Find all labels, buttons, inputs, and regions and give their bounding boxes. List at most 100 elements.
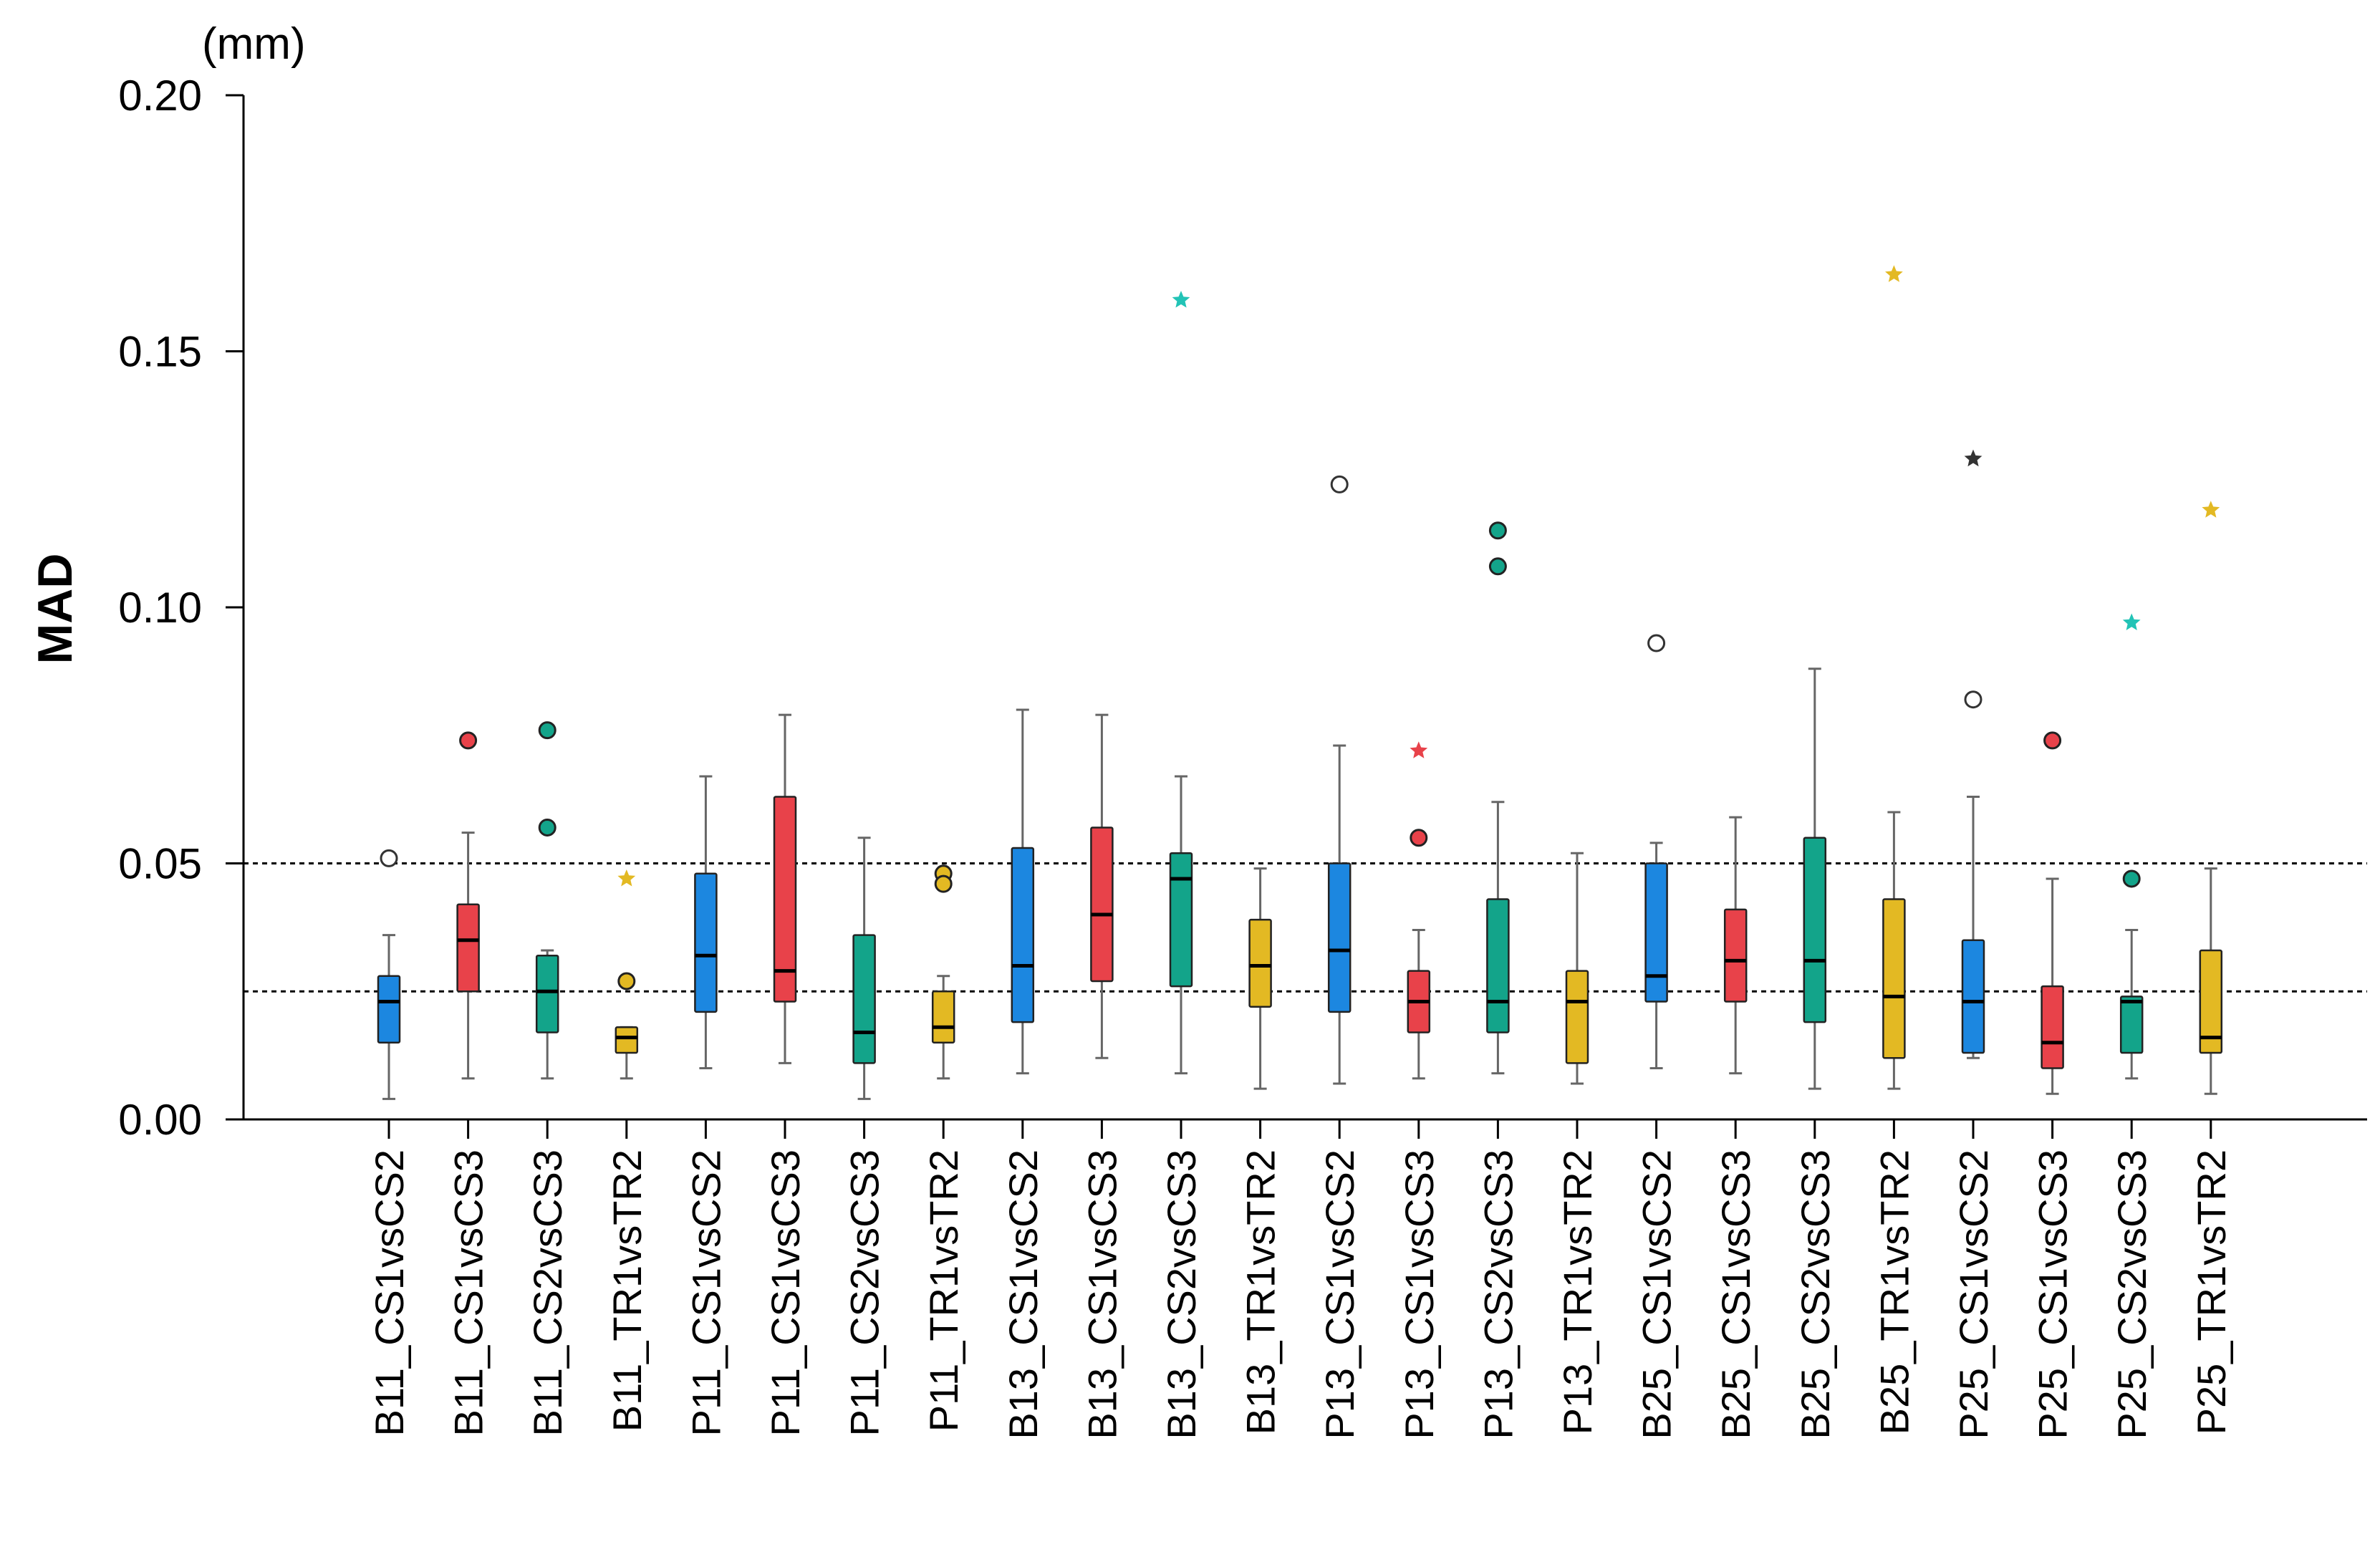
x-tick-label: B11_CS1vsCS3 bbox=[446, 1149, 491, 1437]
x-tick-label: P11_CS2vsCS3 bbox=[842, 1149, 887, 1437]
outlier-star bbox=[1172, 291, 1190, 308]
box-p25-cs1vscs3 bbox=[2041, 731, 2064, 1095]
box-p25-cs2vscs3 bbox=[2119, 613, 2144, 1080]
outlier-circle-filled bbox=[934, 874, 953, 893]
box-iqr bbox=[535, 954, 559, 1033]
x-tick-label: P13_TR1vsTR2 bbox=[1555, 1149, 1600, 1435]
box-b13-cs2vscs3 bbox=[1169, 291, 1193, 1075]
outlier-circle-open bbox=[380, 849, 398, 867]
box-iqr bbox=[615, 1026, 639, 1054]
box-iqr bbox=[2119, 996, 2144, 1054]
y-axis-title: MAD bbox=[28, 554, 82, 665]
x-tick-label: B11_CS2vsCS3 bbox=[525, 1149, 570, 1437]
x-tick-label: B13_TR1vsTR2 bbox=[1238, 1149, 1283, 1435]
reference-lines bbox=[244, 862, 2367, 993]
outlier-circle-filled bbox=[538, 721, 557, 740]
x-tick-label: P11_TR1vsTR2 bbox=[921, 1149, 966, 1432]
box-b11-tr1vstr2 bbox=[615, 869, 639, 1080]
outlier-star bbox=[1410, 741, 1428, 758]
outlier-star bbox=[617, 869, 636, 887]
box-p11-cs2vscs3 bbox=[852, 837, 876, 1100]
y-tick-label: 0.20 bbox=[118, 72, 202, 120]
outlier-star bbox=[1964, 449, 1982, 467]
x-tick-label: B25_CS1vsCS3 bbox=[1713, 1149, 1758, 1440]
box-iqr bbox=[1169, 852, 1193, 988]
x-tick-label: P13_CS2vsCS3 bbox=[1475, 1149, 1521, 1440]
box-iqr bbox=[1803, 837, 1827, 1023]
outlier-circle-filled bbox=[459, 731, 478, 750]
box-p13-cs1vscs2 bbox=[1327, 475, 1352, 1085]
box-p11-cs1vscs2 bbox=[694, 775, 718, 1069]
box-b25-tr1vstr2 bbox=[1882, 265, 1906, 1090]
boxes bbox=[377, 265, 2223, 1100]
x-tick-label: P25_TR1vsTR2 bbox=[2189, 1149, 2234, 1435]
box-iqr bbox=[931, 991, 955, 1043]
x-tick-label: B25_TR1vsTR2 bbox=[1871, 1149, 1917, 1435]
box-iqr bbox=[456, 903, 480, 993]
box-iqr bbox=[1882, 898, 1906, 1059]
box-b13-cs1vscs3 bbox=[1090, 713, 1114, 1059]
box-iqr bbox=[1248, 918, 1272, 1008]
box-b25-cs2vscs3 bbox=[1803, 667, 1827, 1090]
box-b11-cs1vscs3 bbox=[456, 731, 480, 1080]
y-axis: 0.00 0.05 0.10 0.15 0.20 bbox=[118, 72, 245, 1144]
x-tick-label: B13_CS1vsCS3 bbox=[1079, 1149, 1124, 1440]
x-tick-label: P25_CS2vsCS3 bbox=[2109, 1149, 2154, 1440]
box-p13-cs2vscs3 bbox=[1486, 521, 1510, 1075]
y-tick-label: 0.00 bbox=[118, 1096, 202, 1144]
x-tick-label: B13_CS2vsCS3 bbox=[1159, 1149, 1204, 1440]
box-iqr bbox=[1486, 898, 1510, 1033]
box-iqr bbox=[2041, 985, 2064, 1069]
y-tick-label: 0.15 bbox=[118, 328, 202, 376]
x-tick-label: B11_TR1vsTR2 bbox=[604, 1149, 650, 1432]
outlier-circle-filled bbox=[2122, 869, 2141, 888]
x-tick-label: B11_CS1vsCS2 bbox=[367, 1149, 412, 1437]
box-p11-tr1vstr2 bbox=[931, 864, 955, 1080]
box-b13-cs1vscs2 bbox=[1011, 708, 1035, 1075]
box-b11-cs1vscs2 bbox=[377, 849, 401, 1100]
box-p25-cs1vscs2 bbox=[1961, 449, 1985, 1059]
x-tick-label: P25_CS1vsCS2 bbox=[1951, 1149, 1996, 1440]
box-iqr bbox=[773, 796, 797, 1003]
box-iqr bbox=[1327, 862, 1352, 1013]
outlier-star bbox=[2202, 501, 2220, 518]
box-iqr bbox=[694, 872, 718, 1013]
x-tick-label: P11_CS1vsCS2 bbox=[683, 1149, 728, 1437]
x-tick-label: P25_CS1vsCS3 bbox=[2030, 1149, 2076, 1440]
box-b25-cs1vscs3 bbox=[1723, 816, 1748, 1075]
box-iqr bbox=[852, 934, 876, 1064]
outlier-circle-filled bbox=[538, 818, 557, 837]
box-b11-cs2vscs3 bbox=[535, 721, 559, 1080]
box-p13-tr1vstr2 bbox=[1565, 852, 1589, 1085]
box-iqr bbox=[1644, 862, 1668, 1003]
y-tick-label: 0.05 bbox=[118, 840, 202, 888]
outlier-circle-filled bbox=[617, 972, 636, 991]
outlier-circle-filled bbox=[1488, 521, 1507, 540]
box-iqr bbox=[1090, 826, 1114, 983]
box-iqr bbox=[1961, 939, 1985, 1054]
outlier-circle-open bbox=[1647, 634, 1666, 652]
x-tick-label: P13_CS1vsCS3 bbox=[1397, 1149, 1442, 1440]
box-iqr bbox=[2199, 949, 2223, 1054]
box-p11-cs1vscs3 bbox=[773, 713, 797, 1064]
x-tick-label: B25_CS1vsCS2 bbox=[1634, 1149, 1680, 1440]
outlier-circle-filled bbox=[1410, 829, 1428, 847]
outlier-circle-open bbox=[1330, 475, 1349, 493]
x-tick-label: P13_CS1vsCS2 bbox=[1317, 1149, 1362, 1440]
outlier-circle-filled bbox=[2043, 731, 2062, 750]
outlier-circle-filled bbox=[1488, 557, 1507, 576]
box-iqr bbox=[1011, 847, 1035, 1023]
box-iqr bbox=[377, 975, 401, 1044]
x-tick-labels: B11_CS1vsCS2 B11_CS1vsCS3 B11_CS2vsCS3 B11_… bbox=[367, 1149, 2234, 1440]
box-b13-tr1vstr2 bbox=[1248, 867, 1272, 1090]
box-iqr bbox=[1565, 970, 1589, 1064]
x-tick-label: B13_CS1vsCS2 bbox=[1001, 1149, 1046, 1440]
x-tick-label: B25_CS2vsCS3 bbox=[1793, 1149, 1838, 1440]
x-axis bbox=[244, 1118, 2367, 1139]
outlier-circle-open bbox=[1964, 690, 1982, 709]
outlier-star bbox=[2122, 613, 2141, 630]
box-p13-cs1vscs3 bbox=[1407, 741, 1431, 1080]
box-p25-tr1vstr2 bbox=[2199, 501, 2223, 1095]
outlier-star bbox=[1885, 265, 1903, 282]
